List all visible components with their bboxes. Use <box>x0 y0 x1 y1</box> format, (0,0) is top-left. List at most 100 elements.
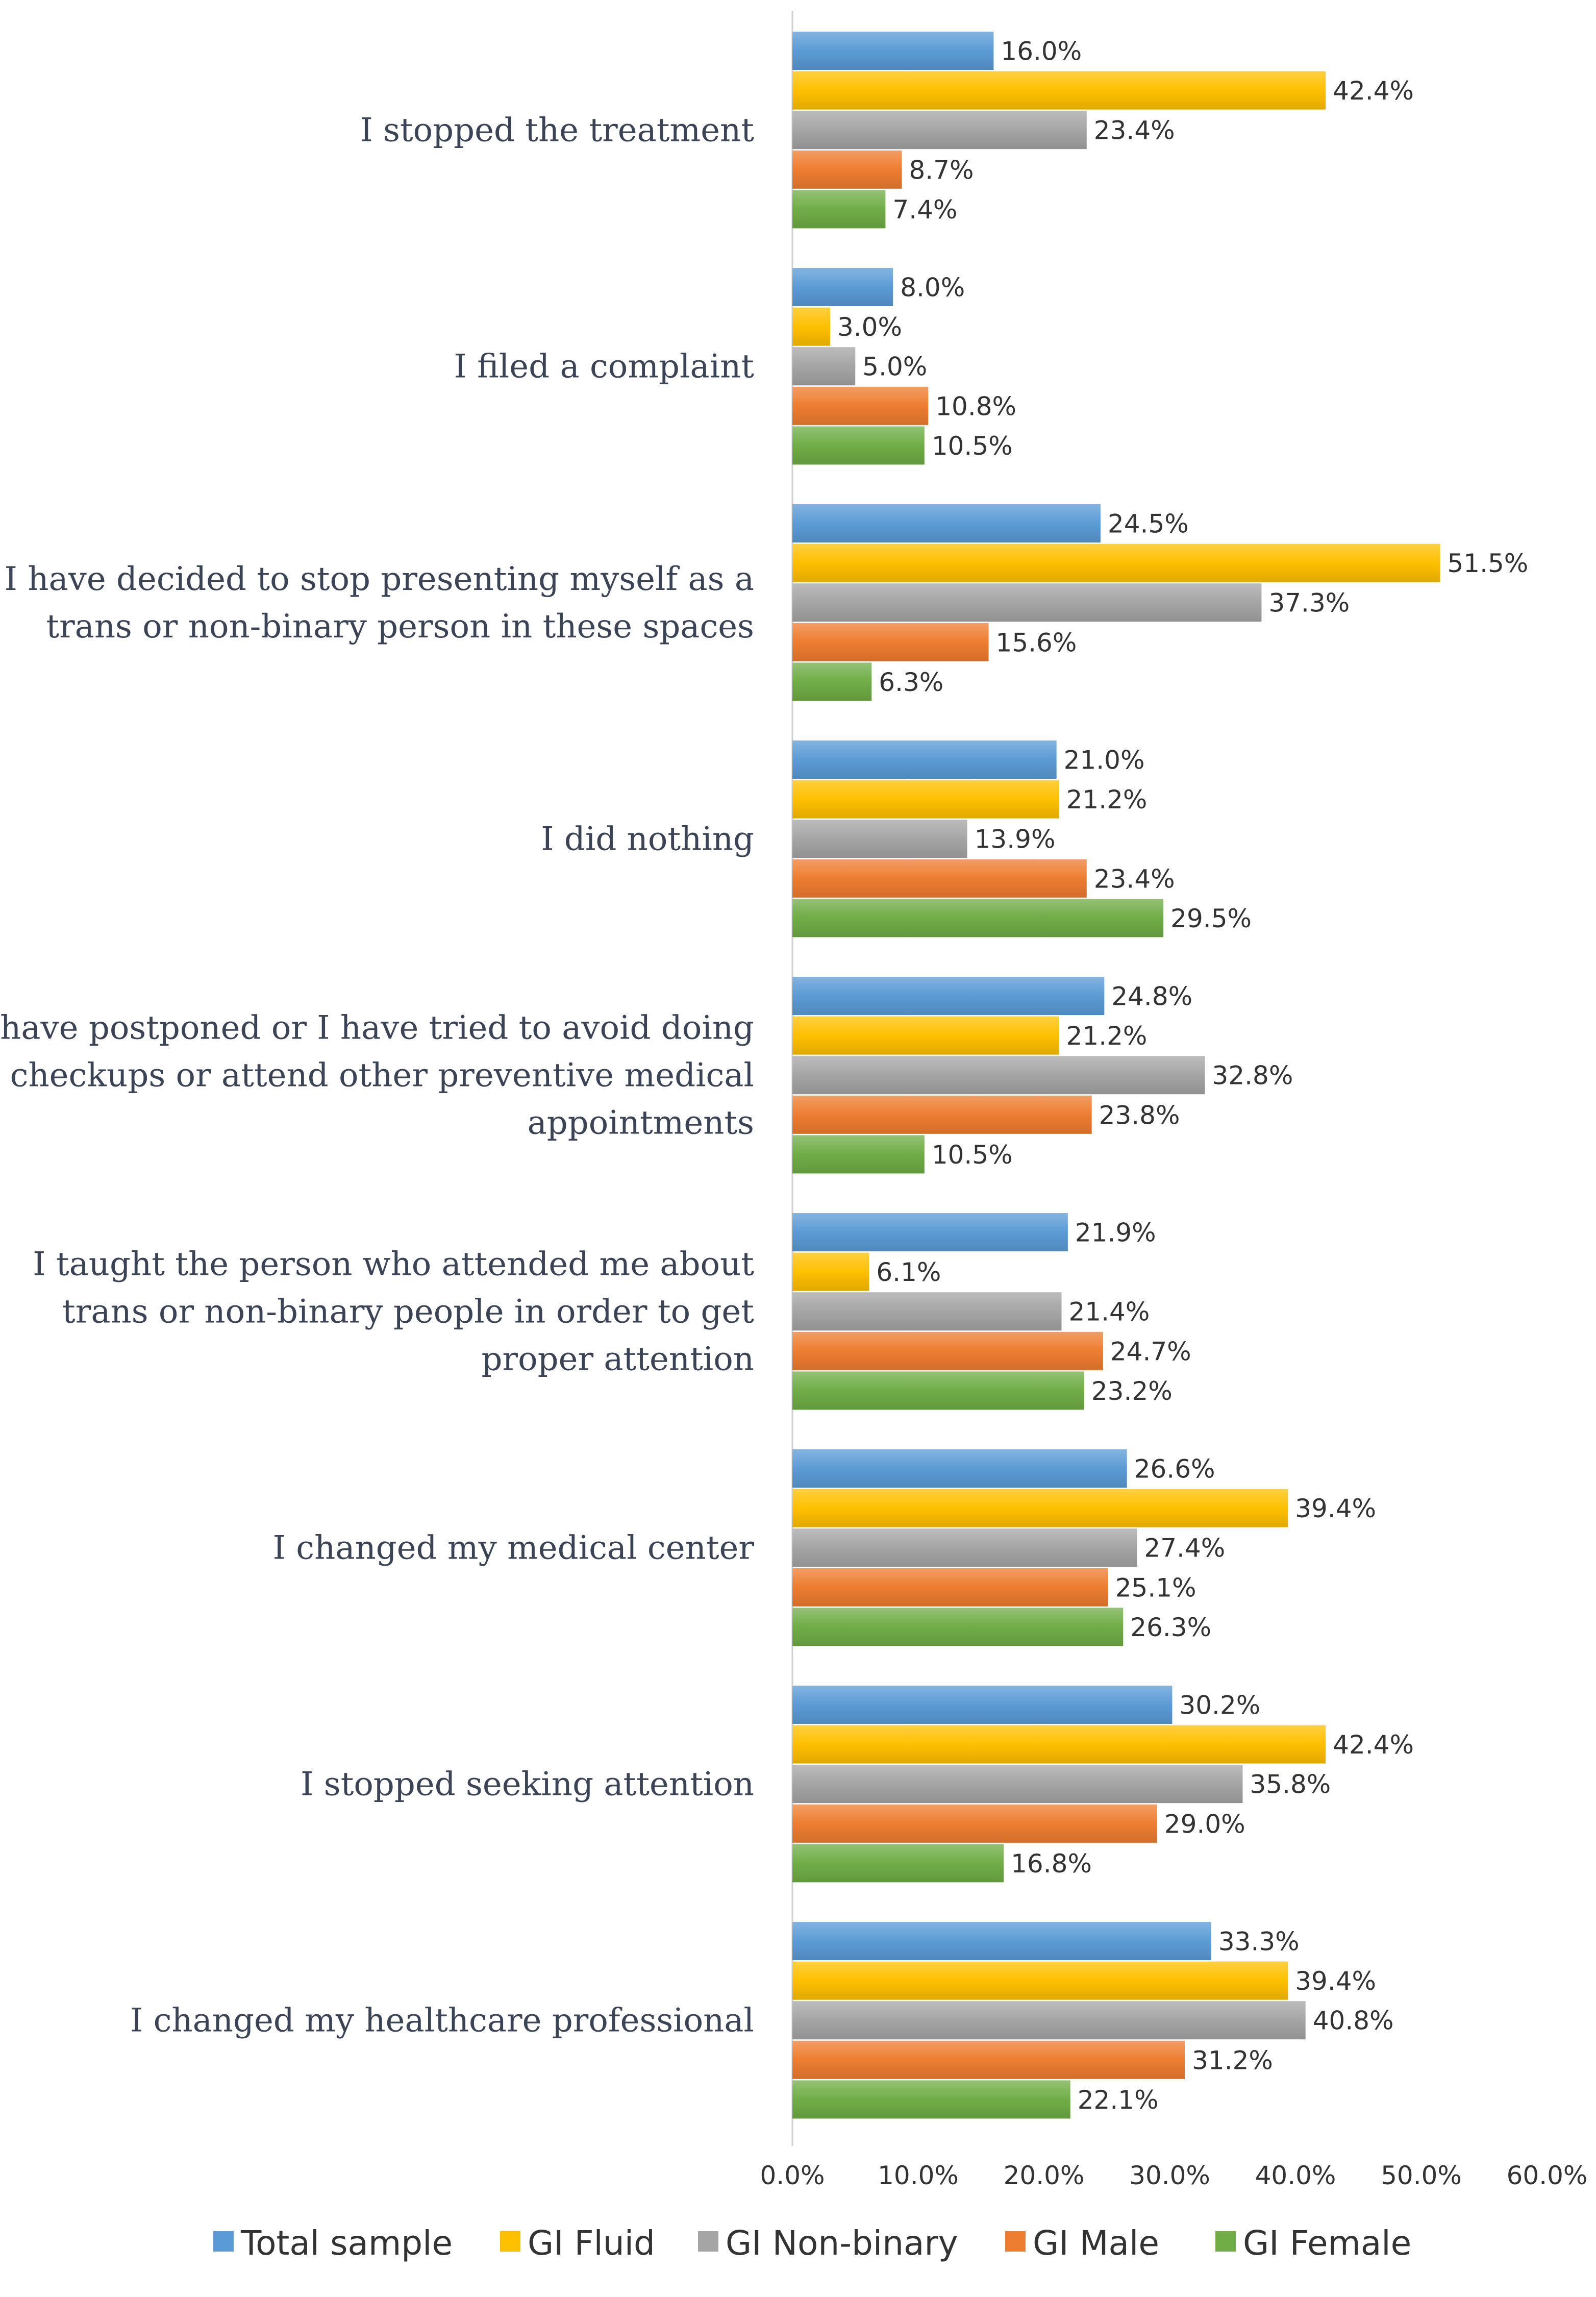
bar-gi-non-binary <box>792 111 1087 150</box>
category-label: proper attention <box>482 1341 755 1378</box>
data-label: 24.7% <box>1110 1337 1191 1366</box>
bar-gi-non-binary <box>792 347 856 386</box>
bar-gi-female <box>792 1608 1124 1646</box>
data-label: 21.2% <box>1066 785 1148 814</box>
bar-gi-non-binary <box>792 820 967 858</box>
bar-total-sample <box>792 1922 1211 1960</box>
data-label: 3.0% <box>837 312 902 342</box>
bar-gi-fluid <box>792 1016 1059 1055</box>
bar-total-sample <box>792 1213 1068 1251</box>
bar-gi-female <box>792 899 1164 937</box>
bar-gi-non-binary <box>792 2001 1306 2040</box>
bar-total-sample <box>792 504 1101 542</box>
legend-label: GI Fluid <box>528 2224 655 2263</box>
category-label: I have decided to stop presenting myself… <box>5 560 754 598</box>
legend-swatch <box>1215 2231 1236 2252</box>
data-label: 51.5% <box>1447 549 1528 578</box>
legend-swatch <box>1005 2231 1026 2252</box>
bar-gi-female <box>792 1844 1004 1883</box>
category-label: I changed my healthcare professional <box>130 2002 754 2040</box>
bar-gi-male <box>792 1095 1092 1134</box>
bar-gi-female <box>792 1135 925 1174</box>
data-label: 10.5% <box>932 1140 1013 1170</box>
bar-gi-female <box>792 662 872 701</box>
bar-gi-fluid <box>792 307 830 346</box>
category-label: appointments <box>528 1104 754 1142</box>
data-label: 35.8% <box>1250 1770 1331 1799</box>
category-label: trans or non-binary people in order to g… <box>62 1293 754 1331</box>
data-label: 21.2% <box>1066 1021 1148 1051</box>
data-label: 29.0% <box>1164 1809 1245 1839</box>
category-label: I taught the person who attended me abou… <box>33 1246 754 1283</box>
data-label: 6.3% <box>879 668 943 697</box>
legend-swatch <box>500 2231 520 2252</box>
bar-gi-non-binary <box>792 1765 1243 1804</box>
x-tick-label: 40.0% <box>1255 2161 1336 2190</box>
bar-total-sample <box>792 740 1057 779</box>
data-label: 6.1% <box>876 1257 941 1287</box>
data-label: 23.4% <box>1094 116 1175 145</box>
category-label: I changed my medical center <box>273 1529 755 1567</box>
data-label: 24.8% <box>1111 982 1192 1011</box>
data-label: 21.9% <box>1075 1218 1156 1248</box>
bar-gi-female <box>792 2080 1070 2119</box>
data-label: 26.6% <box>1134 1454 1215 1484</box>
category-label: I did nothing <box>541 821 754 858</box>
bar-gi-male <box>792 150 902 189</box>
bar-gi-male <box>792 1804 1157 1843</box>
legend-label: GI Female <box>1243 2224 1411 2263</box>
legend-label: Total sample <box>240 2224 453 2263</box>
bar-total-sample <box>792 1686 1173 1724</box>
category-label: I have postponed or I have tried to avoi… <box>0 1009 754 1047</box>
data-label: 42.4% <box>1333 76 1414 106</box>
data-label: 8.7% <box>909 155 974 185</box>
bar-gi-male <box>792 1568 1108 1607</box>
data-label: 21.4% <box>1069 1297 1150 1327</box>
data-label: 5.0% <box>862 352 927 382</box>
x-tick-label: 10.0% <box>878 2161 959 2190</box>
data-label: 23.2% <box>1091 1376 1173 1406</box>
bar-gi-fluid <box>792 71 1326 110</box>
data-label: 23.8% <box>1099 1100 1180 1130</box>
bar-gi-fluid <box>792 1725 1326 1764</box>
data-label: 40.8% <box>1313 2006 1394 2036</box>
data-label: 42.4% <box>1333 1730 1414 1760</box>
bar-gi-non-binary <box>792 1056 1205 1095</box>
x-tick-label: 0.0% <box>760 2161 825 2190</box>
data-label: 15.6% <box>996 628 1077 657</box>
legend: Total sample GI Fluid GI Non-binary GI Male… <box>213 2224 1411 2263</box>
data-label: 39.4% <box>1295 1966 1376 1996</box>
category-label: I filed a complaint <box>454 348 754 386</box>
data-label: 16.8% <box>1011 1849 1092 1879</box>
bar-total-sample <box>792 1449 1127 1488</box>
bar-gi-non-binary <box>792 1292 1062 1331</box>
bars-layer <box>792 32 1440 2119</box>
data-label: 7.4% <box>892 195 957 225</box>
category-label: trans or non-binary person in these spac… <box>46 608 754 646</box>
bar-gi-female <box>792 426 925 465</box>
bar-gi-non-binary <box>792 1528 1137 1567</box>
data-label: 21.0% <box>1064 746 1145 775</box>
bar-gi-male <box>792 386 929 425</box>
bar-gi-fluid <box>792 544 1440 582</box>
axis-layer: 0.0% 10.0% 20.0% 30.0% 40.0% 50.0% 60.0% <box>760 11 1587 2190</box>
data-label: 30.2% <box>1179 1691 1260 1720</box>
data-label: 37.3% <box>1268 588 1350 618</box>
bar-gi-male <box>792 1331 1103 1370</box>
data-label: 39.4% <box>1295 1494 1376 1523</box>
bar-gi-male <box>792 2040 1185 2079</box>
bar-gi-fluid <box>792 1489 1288 1527</box>
bar-total-sample <box>792 977 1105 1015</box>
data-label: 10.8% <box>935 391 1016 421</box>
data-label: 26.3% <box>1130 1613 1211 1642</box>
labels-layer: I stopped the treatment 16.0% 42.4% 23.4% 8.… <box>0 37 1528 2115</box>
data-label: 27.4% <box>1144 1534 1225 1563</box>
data-label: 31.2% <box>1192 2045 1273 2075</box>
bar-total-sample <box>792 268 893 306</box>
data-label: 32.8% <box>1212 1061 1293 1091</box>
data-label: 8.0% <box>900 273 965 303</box>
bar-gi-fluid <box>792 1961 1288 2000</box>
legend-label: GI Male <box>1033 2224 1159 2263</box>
data-label: 22.1% <box>1078 2085 1159 2115</box>
